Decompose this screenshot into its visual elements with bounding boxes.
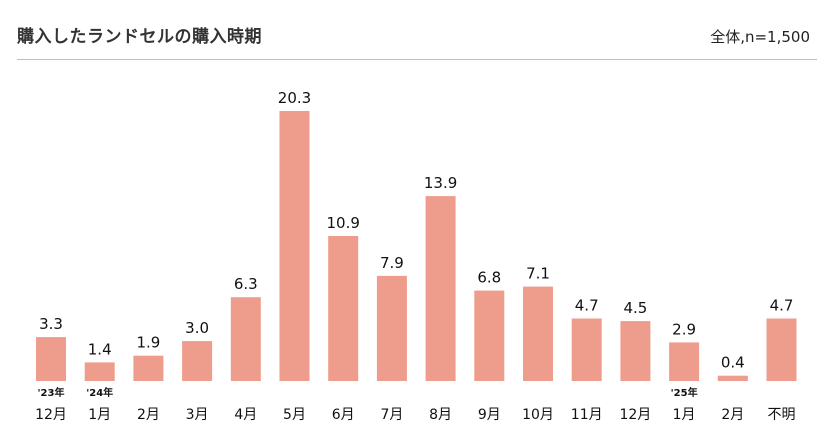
value-label-4: 6.3 <box>234 275 258 293</box>
bar-12 <box>620 321 651 381</box>
category-label-3: 3月 <box>186 407 209 423</box>
chart-title: 購入したランドセルの購入時期 <box>17 27 262 47</box>
category-label-2: 2月 <box>137 407 160 423</box>
value-label-0: 3.3 <box>39 315 63 333</box>
year-label-0: '23年 <box>38 386 65 399</box>
category-label-14: 2月 <box>721 407 744 423</box>
bar-11 <box>571 318 602 381</box>
bar-13 <box>669 342 700 381</box>
category-label-7: 7月 <box>380 407 403 423</box>
bar-5 <box>279 111 310 381</box>
bar-4 <box>230 297 261 381</box>
bar-14 <box>717 375 748 381</box>
category-label-15: 不明 <box>768 407 796 423</box>
category-label-13: 1月 <box>673 407 696 423</box>
value-label-13: 2.9 <box>672 320 696 338</box>
year-labels-group: '23年 '24年 '25年 <box>38 386 698 399</box>
bar-1 <box>84 362 115 381</box>
value-label-2: 1.9 <box>136 334 160 352</box>
value-label-12: 4.5 <box>623 299 647 317</box>
value-label-3: 3.0 <box>185 319 209 337</box>
header-divider <box>17 59 817 60</box>
value-label-14: 0.4 <box>721 354 745 372</box>
value-labels-group: 3.3 1.4 1.9 3.0 6.3 20.3 10.9 7.9 13.9 6.8 7.1 4.7 4… <box>39 89 793 372</box>
category-label-12: 12月 <box>619 407 651 423</box>
category-label-11: 11月 <box>571 407 603 423</box>
bar-3 <box>182 341 213 381</box>
value-label-1: 1.4 <box>88 340 112 358</box>
category-label-6: 6月 <box>332 407 355 423</box>
value-label-9: 6.8 <box>477 269 501 287</box>
year-label-1: '24年 <box>86 386 113 399</box>
category-label-8: 8月 <box>429 407 452 423</box>
bar-10 <box>523 286 553 381</box>
bar-0 <box>36 337 66 381</box>
value-label-11: 4.7 <box>575 297 599 315</box>
bar-15 <box>766 318 797 381</box>
category-labels-group: 12月 1月 2月 3月 4月 5月 6月 7月 8月 9月 10月 11月 12月 1月 2月 不明 <box>35 407 795 423</box>
value-label-7: 7.9 <box>380 254 404 272</box>
bar-7 <box>376 275 407 381</box>
value-label-15: 4.7 <box>770 297 794 315</box>
category-label-9: 9月 <box>478 407 501 423</box>
value-label-8: 13.9 <box>424 174 457 192</box>
value-label-6: 10.9 <box>326 214 359 232</box>
bar-2 <box>133 355 164 381</box>
sample-size-note: 全体,n=1,500 <box>710 28 810 46</box>
category-label-10: 10月 <box>522 407 554 423</box>
bar-8 <box>425 196 456 381</box>
category-label-1: 1月 <box>88 407 111 423</box>
bar-9 <box>474 290 505 381</box>
value-label-5: 20.3 <box>278 89 311 107</box>
category-label-0: 12月 <box>35 407 67 423</box>
bar-6 <box>328 236 359 381</box>
bars-group <box>36 111 797 381</box>
category-label-4: 4月 <box>234 407 257 423</box>
value-label-10: 7.1 <box>526 265 550 283</box>
category-label-5: 5月 <box>283 407 306 423</box>
year-label-13: '25年 <box>671 386 698 399</box>
